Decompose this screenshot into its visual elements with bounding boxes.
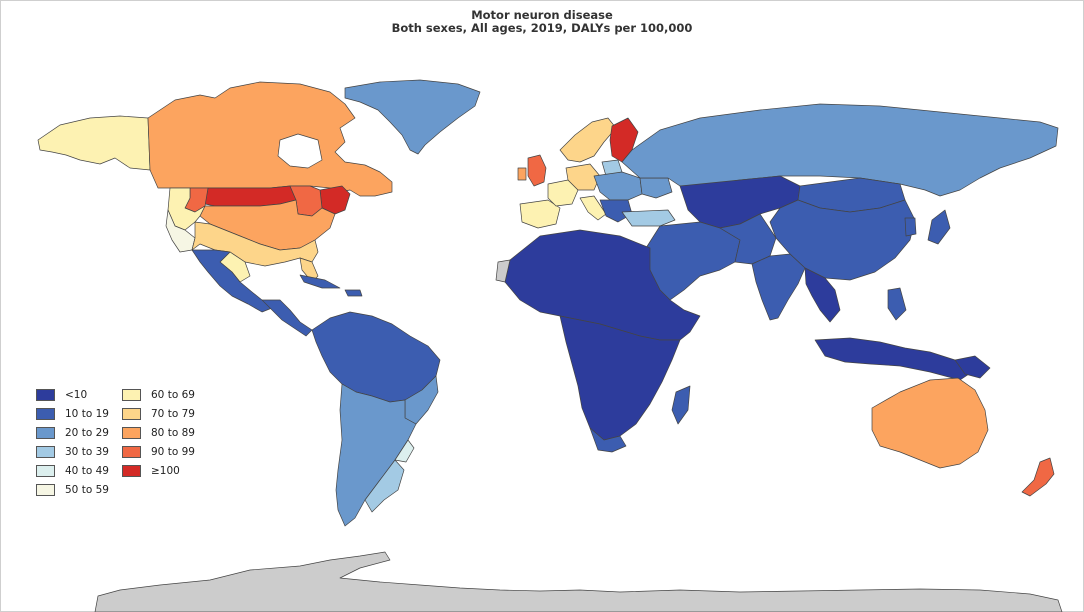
- legend-swatch: [36, 465, 55, 477]
- map-subtitle: Both sexes, All ages, 2019, DALYs per 10…: [391, 21, 693, 35]
- legend-label: 30 to 39: [65, 446, 109, 458]
- legend-item: 40 to 49: [36, 464, 109, 478]
- region-madagascar: [671, 385, 691, 425]
- region-png: [954, 355, 991, 379]
- legend-item: 50 to 59: [36, 483, 109, 497]
- legend-label: 20 to 29: [65, 427, 109, 439]
- legend-item: 30 to 39: [36, 445, 109, 459]
- legend-item: <10: [36, 388, 87, 402]
- legend-label: <10: [65, 389, 88, 401]
- region-korea: [904, 217, 917, 237]
- region-philippines: [887, 287, 907, 321]
- legend-swatch: [36, 408, 55, 420]
- legend-swatch: [122, 408, 141, 420]
- legend: <10 10 to 19 20 to 29 30 to 39 40 to 49 50 to…: [36, 388, 236, 508]
- legend-item: 70 to 79: [122, 407, 195, 421]
- legend-swatch: [36, 446, 55, 458]
- region-south-africa: [589, 427, 627, 453]
- region-turkey: [621, 209, 676, 227]
- region-antarctica: [94, 551, 1063, 612]
- legend-label: ≥100: [151, 465, 180, 477]
- region-indonesia: [814, 337, 973, 381]
- legend-label: 90 to 99: [151, 446, 195, 458]
- region-africa-north: [504, 229, 701, 341]
- region-scandinavia: [559, 117, 617, 163]
- legend-swatch: [36, 427, 55, 439]
- legend-item: 90 to 99: [122, 445, 195, 459]
- legend-swatch: [36, 389, 55, 401]
- legend-label: 70 to 79: [151, 408, 195, 420]
- region-new-zealand: [1021, 457, 1055, 497]
- region-south-america-north: [311, 311, 441, 403]
- legend-item: 10 to 19: [36, 407, 109, 421]
- map-title: Motor neuron disease: [471, 8, 613, 22]
- legend-item: 60 to 69: [122, 388, 195, 402]
- region-usa-north: [204, 185, 297, 207]
- legend-swatch: [122, 389, 141, 401]
- region-central-asia: [679, 175, 801, 229]
- legend-item: 80 to 89: [122, 426, 195, 440]
- region-greenland: [344, 79, 481, 155]
- legend-label: 10 to 19: [65, 408, 109, 420]
- region-india: [751, 253, 806, 321]
- region-china: [769, 199, 916, 281]
- region-australia: [871, 377, 989, 469]
- hudson-bay: [277, 133, 323, 169]
- region-cuba: [299, 274, 341, 289]
- region-balkans: [599, 199, 633, 223]
- region-africa-central-south: [559, 315, 681, 441]
- region-ukraine: [639, 177, 673, 199]
- region-uruguay: [394, 439, 415, 463]
- region-ireland: [517, 167, 527, 181]
- legend-swatch: [122, 465, 141, 477]
- legend-item: 20 to 29: [36, 426, 109, 440]
- region-central-america: [261, 299, 313, 337]
- region-uk: [527, 154, 547, 187]
- legend-label: 60 to 69: [151, 389, 195, 401]
- legend-label: 50 to 59: [65, 484, 109, 496]
- region-middle-east: [645, 221, 741, 301]
- legend-item: ≥100: [122, 464, 180, 478]
- region-se-asia: [804, 267, 841, 323]
- region-africa-west-sahara: [495, 259, 511, 283]
- legend-label: 80 to 89: [151, 427, 195, 439]
- legend-swatch: [36, 484, 55, 496]
- region-italy: [579, 195, 607, 221]
- legend-swatch: [122, 427, 141, 439]
- region-benelux-germany: [565, 163, 601, 191]
- region-eastern-europe: [593, 171, 643, 201]
- region-argentina-south: [364, 459, 405, 513]
- region-iberia: [519, 199, 561, 229]
- legend-label: 40 to 49: [65, 465, 109, 477]
- region-hispaniola: [344, 289, 363, 297]
- legend-swatch: [122, 446, 141, 458]
- region-alaska: [37, 115, 151, 171]
- region-japan: [927, 209, 951, 245]
